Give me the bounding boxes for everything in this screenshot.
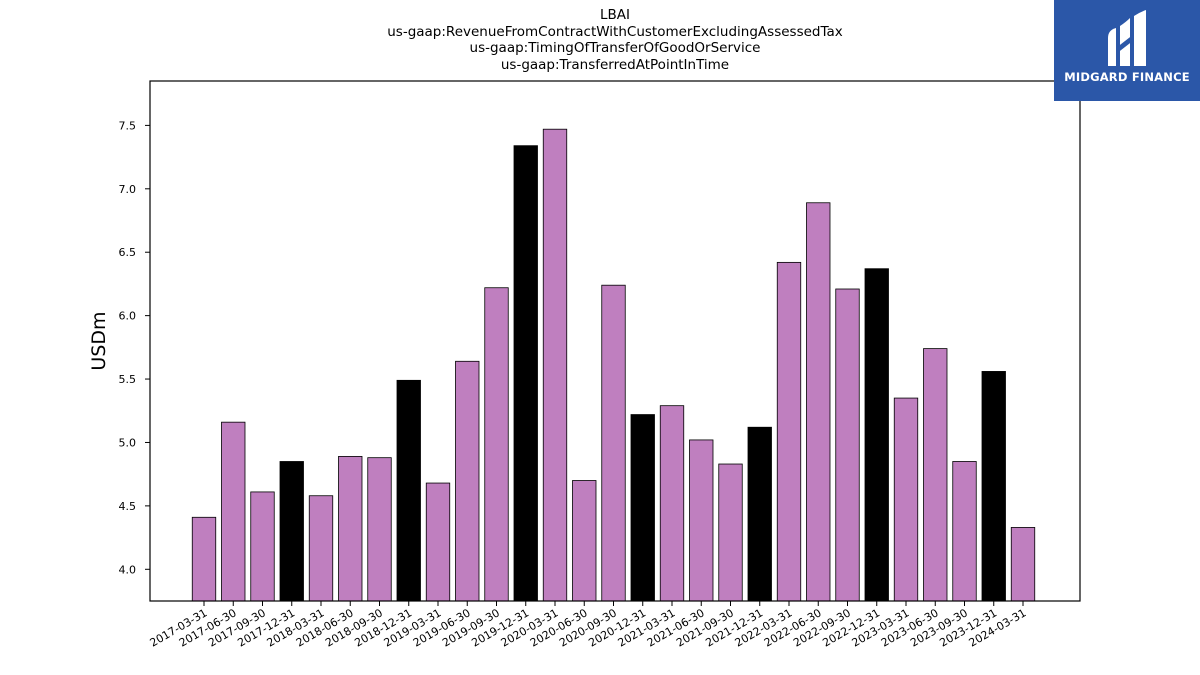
y-tick-label: 6.5 xyxy=(119,246,137,259)
y-tick-label: 5.0 xyxy=(119,436,137,449)
bar-2021-03-31 xyxy=(659,405,685,602)
bar-2022-12-31 xyxy=(864,268,889,602)
bar-2023-06-30 xyxy=(923,348,948,602)
y-tick-label: 7.5 xyxy=(119,119,137,132)
bar-2019-12-31 xyxy=(513,145,538,602)
bar-2020-06-30 xyxy=(572,480,597,602)
y-tick-label: 5.5 xyxy=(119,373,137,386)
bar-2020-03-31 xyxy=(542,128,568,602)
bar-2019-06-30 xyxy=(455,360,480,602)
bar-2023-12-31 xyxy=(981,371,1006,602)
plot-frame xyxy=(149,80,1081,602)
bar-2021-12-31 xyxy=(747,426,772,602)
y-axis-label: USDm xyxy=(88,311,110,370)
bar-2022-09-30 xyxy=(835,288,860,602)
bar-2023-03-31 xyxy=(893,397,919,602)
bar-2020-09-30 xyxy=(601,284,626,602)
bar-2018-06-30 xyxy=(338,456,363,602)
bar-2022-06-30 xyxy=(806,202,831,602)
bar-2021-06-30 xyxy=(689,439,714,602)
bar-2023-09-30 xyxy=(952,461,977,602)
bar-2017-09-30 xyxy=(250,491,275,602)
bar-2024-03-31 xyxy=(1010,527,1036,602)
bar-2019-09-30 xyxy=(484,287,509,602)
title-line-0: LBAI xyxy=(600,7,630,23)
y-tick-label: 7.0 xyxy=(119,183,137,196)
y-tick-label: 4.0 xyxy=(119,563,137,576)
bar-2018-12-31 xyxy=(396,379,421,602)
bar-2019-03-31 xyxy=(425,482,451,602)
bar-2020-12-31 xyxy=(630,414,655,602)
midgard-logo-icon xyxy=(1108,10,1146,66)
y-tick-label: 4.5 xyxy=(119,500,137,513)
y-tick-label: 6.0 xyxy=(119,310,137,323)
bar-2017-06-30 xyxy=(221,421,246,602)
bar-2017-12-31 xyxy=(279,461,304,602)
title-line-1: us-gaap:RevenueFromContractWithCustomerE… xyxy=(387,23,843,40)
bar-2018-03-31 xyxy=(308,495,334,602)
title-line-3: us-gaap:TransferredAtPointInTime xyxy=(500,56,730,73)
bar-2018-09-30 xyxy=(367,457,392,602)
brand-logo: MIDGARD FINANCE xyxy=(1054,0,1200,101)
bar-2021-09-30 xyxy=(718,463,743,602)
bar-2017-03-31 xyxy=(191,516,217,602)
title-line-2: us-gaap:TimingOfTransferOfGoodOrService xyxy=(469,40,761,56)
bar-2022-03-31 xyxy=(776,261,802,602)
logo-text: MIDGARD FINANCE xyxy=(1064,70,1190,84)
